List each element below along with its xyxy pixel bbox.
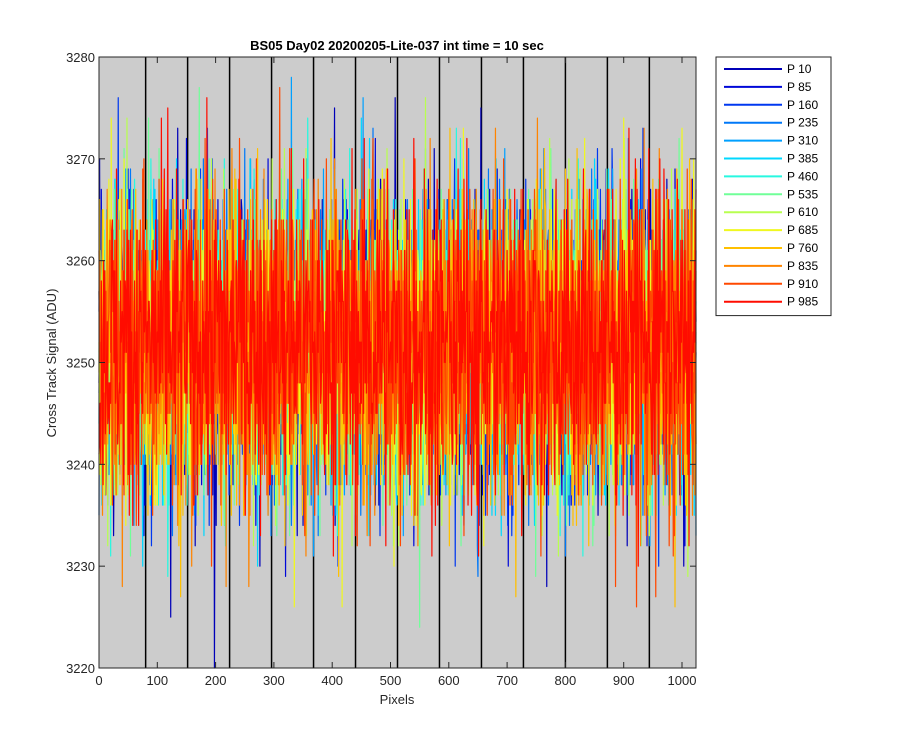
y-tick-label: 3250 — [66, 356, 95, 371]
legend-entry-label: P 10 — [787, 62, 812, 76]
legend: P 10 P 85 P 160 P 235 P 310 P 385 P 460 P 535 P … — [715, 56, 832, 317]
y-tick-label: 3270 — [66, 152, 95, 167]
y-tick-label: 3230 — [66, 559, 95, 574]
y-tick-label: 3220 — [66, 661, 95, 676]
y-tick-label: 3280 — [66, 50, 95, 65]
legend-entry-label: P 85 — [787, 80, 812, 94]
legend-box — [715, 56, 832, 317]
y-axis: 3220 3230 3240 3250 3260 3270 3280 — [66, 50, 696, 676]
legend-entry-label: P 985 — [787, 295, 818, 309]
x-tick-label: 300 — [263, 673, 285, 688]
x-tick-label: 0 — [95, 673, 102, 688]
x-tick-label: 400 — [321, 673, 343, 688]
y-tick-label: 3240 — [66, 457, 95, 472]
y-tick-label: 3260 — [66, 254, 95, 269]
x-tick-label: 500 — [380, 673, 402, 688]
legend-entry-label: P 160 — [787, 98, 818, 112]
x-tick-label: 200 — [205, 673, 227, 688]
x-tick-label: 900 — [613, 673, 635, 688]
x-tick-label: 100 — [146, 673, 168, 688]
x-axis-label: Pixels — [380, 692, 415, 707]
legend-entry-label: P 385 — [787, 152, 818, 166]
legend-entry-label: P 235 — [787, 116, 818, 130]
legend-entry-label: P 460 — [787, 169, 818, 183]
legend-entry-label: P 760 — [787, 241, 818, 255]
x-tick-label: 700 — [496, 673, 518, 688]
plot-area — [98, 76, 697, 669]
legend-entry-label: P 835 — [787, 259, 818, 273]
x-tick-label: 1000 — [668, 673, 697, 688]
legend-entry-label: P 910 — [787, 277, 818, 291]
x-tick-label: 600 — [438, 673, 460, 688]
legend-entry-label: P 310 — [787, 134, 818, 148]
legend-entry-label: P 685 — [787, 223, 818, 237]
chart-title: BS05 Day02 20200205-Lite-037 int time = … — [250, 38, 544, 53]
y-axis-label: Cross Track Signal (ADU) — [44, 289, 59, 438]
series-line — [98, 97, 697, 567]
x-axis: 0 100 200 300 400 500 600 700 800 900 1000 — [95, 57, 696, 688]
x-tick-label: 800 — [555, 673, 577, 688]
legend-entry-label: P 535 — [787, 187, 818, 201]
legend-entry-label: P 610 — [787, 205, 818, 219]
